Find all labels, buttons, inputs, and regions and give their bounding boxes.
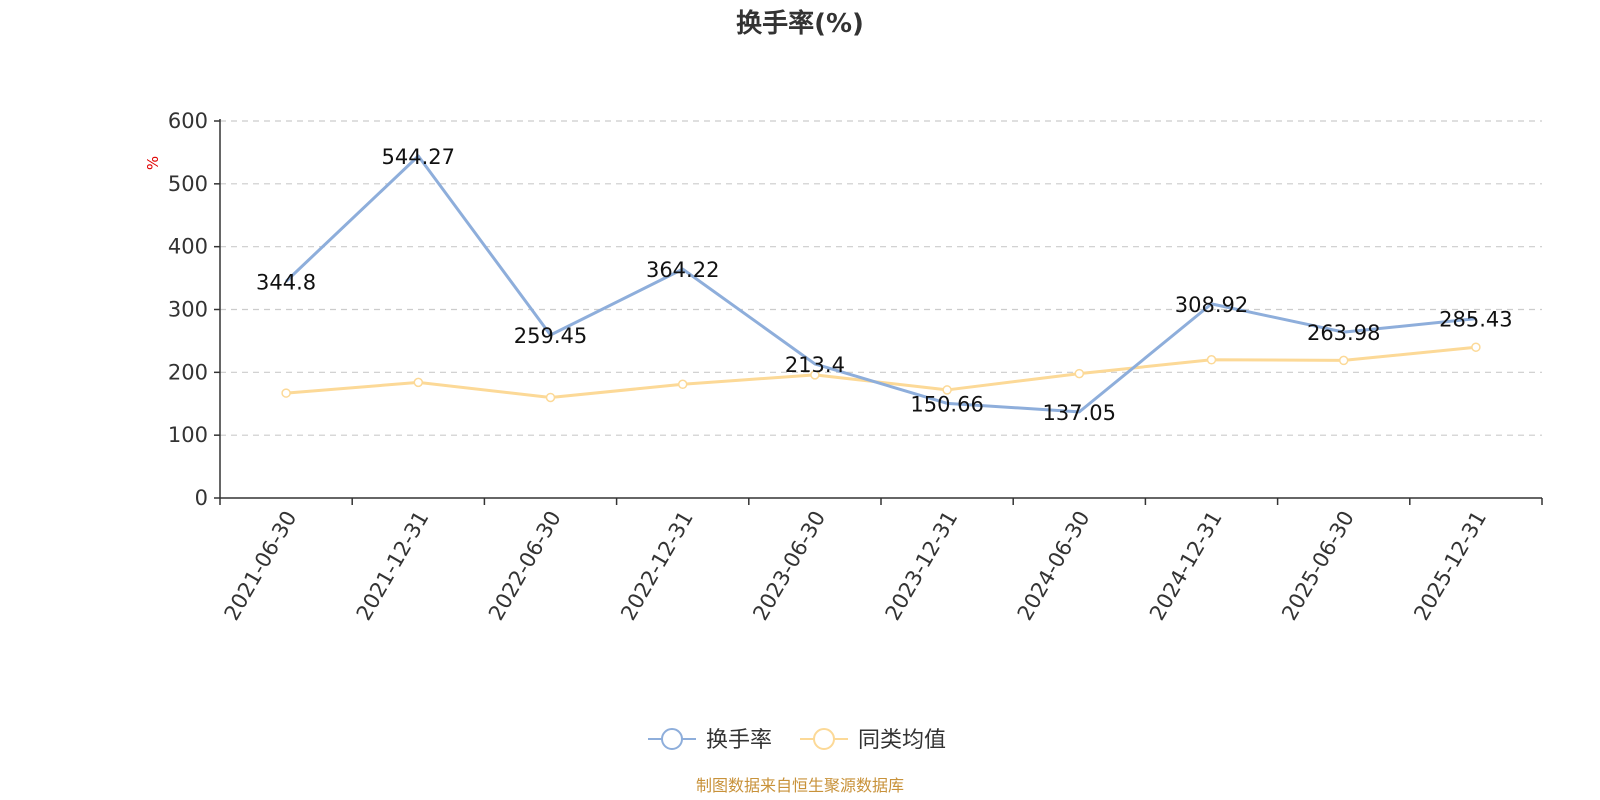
legend: 换手率 同类均值 [648,728,946,753]
data-label: 285.43 [1439,308,1512,332]
y-tick-label: 300 [168,298,208,322]
y-tick-label: 0 [195,486,208,510]
chart-title: 换手率(%) [736,8,864,39]
data-point[interactable] [1471,342,1481,352]
x-tick-label: 2021-12-31 [352,507,434,625]
source-note: 制图数据来自恒生聚源数据库 [696,776,904,795]
data-label: 544.27 [382,145,455,169]
data-point[interactable] [281,388,291,398]
data-point[interactable] [810,370,820,380]
y-tick-label: 100 [168,423,208,447]
data-label: 344.8 [256,270,316,294]
y-tick-label: 400 [168,235,208,259]
series-layer [281,154,1481,414]
x-tick-label: 2025-06-30 [1277,507,1359,625]
data-point[interactable] [545,392,556,403]
data-label: 213.4 [785,353,845,377]
data-label: 308.92 [1175,293,1248,317]
x-tick-label: 2024-12-31 [1145,507,1227,625]
data-label: 150.66 [910,392,983,416]
legend-label-peer-average: 同类均值 [858,728,946,753]
x-tick-label: 2023-12-31 [881,507,963,625]
data-label: 263.98 [1307,321,1380,345]
data-point[interactable] [1338,355,1349,366]
y-axis-unit-label: % [144,156,162,170]
x-tick-label: 2024-06-30 [1013,507,1095,625]
x-tick-label: 2025-12-31 [1409,507,1491,625]
legend-label-turnover: 换手率 [706,728,772,753]
legend-swatch-marker [813,728,835,750]
axes: 0 100 200 300 400 500 600 2021-06-30 2021-12-31 2… [168,109,1543,625]
x-tick-label: 2022-06-30 [484,507,566,625]
y-tick-label: 600 [168,109,208,133]
data-point[interactable] [413,377,424,388]
data-label: 137.05 [1043,401,1116,425]
legend-item-turnover[interactable]: 换手率 [648,728,772,753]
legend-item-peer-average[interactable]: 同类均值 [800,728,946,753]
data-point[interactable] [1206,355,1217,365]
data-point[interactable] [942,385,952,395]
x-tick-label: 2021-06-30 [220,507,302,625]
x-tick-label: 2023-06-30 [748,507,830,625]
legend-swatch-marker [661,728,683,750]
data-labels: 344.8 544.27 259.45 364.22 213.4 150.66 137.05… [256,145,1513,425]
data-point[interactable] [1074,368,1085,379]
series-line-turnover [285,154,1477,414]
x-tick-label: 2022-12-31 [616,507,698,625]
y-tick-label: 500 [168,172,208,196]
data-point[interactable] [677,379,688,390]
data-label: 259.45 [514,324,587,348]
data-label: 364.22 [646,258,719,282]
y-tick-label: 200 [168,360,208,384]
